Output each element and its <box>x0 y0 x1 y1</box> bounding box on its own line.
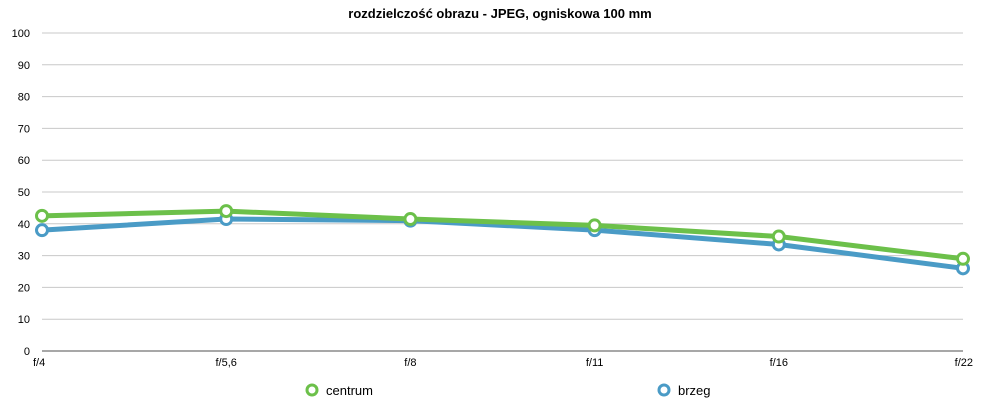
y-tick-label: 60 <box>18 155 30 167</box>
x-tick-label: f/5,6 <box>215 357 236 369</box>
x-tick-label: f/22 <box>955 357 973 369</box>
x-axis-ticks: f/4 f/5,6 f/8 f/11 f/16 f/22 <box>33 357 973 369</box>
legend-label: brzeg <box>678 383 711 398</box>
y-axis-ticks: 0 10 20 30 40 50 60 70 80 90 100 <box>12 28 30 358</box>
y-tick-label: 100 <box>12 28 30 40</box>
x-tick-label: f/11 <box>586 357 604 369</box>
x-tick-label: f/16 <box>770 357 788 369</box>
legend-marker-centrum <box>305 383 319 397</box>
data-point-centrum <box>587 218 602 233</box>
grid-layer <box>42 32 963 352</box>
data-point-centrum <box>35 208 49 223</box>
legend-marker-brzeg <box>657 383 671 397</box>
x-tick-label: f/8 <box>404 357 416 369</box>
y-tick-label: 10 <box>18 314 30 326</box>
series-line-centrum <box>39 208 966 262</box>
y-tick-label: 20 <box>18 282 30 294</box>
legend-label: centrum <box>326 383 373 398</box>
x-tick-label: f/4 <box>33 357 45 369</box>
y-tick-label: 70 <box>18 123 30 135</box>
y-tick-label: 40 <box>18 219 30 231</box>
y-tick-label: 90 <box>18 60 30 72</box>
series-line-brzeg <box>39 216 966 271</box>
series-layer <box>35 204 970 276</box>
data-point-centrum <box>956 251 970 266</box>
y-tick-label: 50 <box>18 187 30 199</box>
y-tick-label: 30 <box>18 251 30 263</box>
chart-title: rozdzielczość obrazu - JPEG, ogniskowa 1… <box>348 6 651 21</box>
y-tick-label: 0 <box>24 346 30 358</box>
data-point-brzeg <box>35 223 49 238</box>
y-tick-label: 80 <box>18 92 30 104</box>
data-point-centrum <box>771 229 786 244</box>
data-point-centrum <box>219 204 234 219</box>
legend: centrum brzeg <box>305 383 711 398</box>
data-point-centrum <box>403 212 418 227</box>
